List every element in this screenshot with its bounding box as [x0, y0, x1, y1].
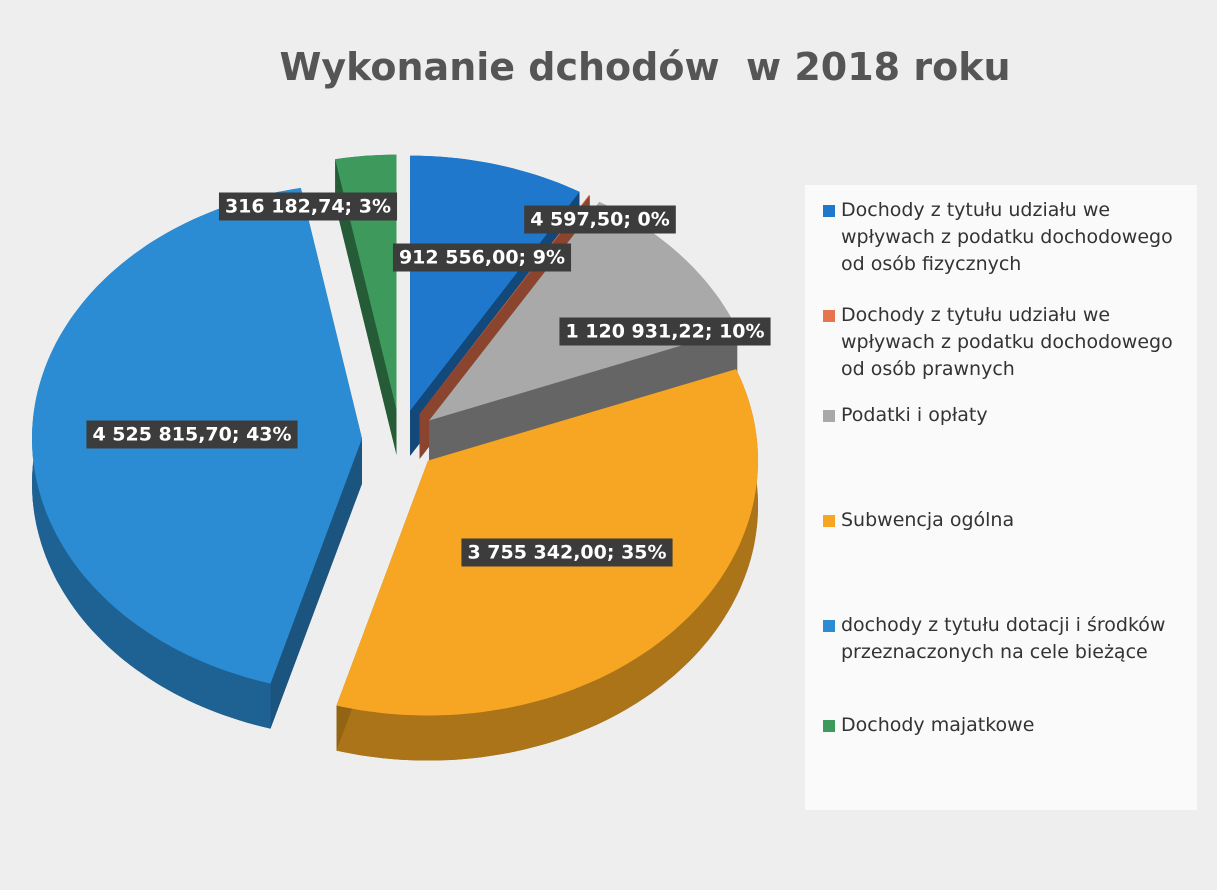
data-label-text: 912 556,00; 9% [399, 247, 565, 269]
legend-label: Podatki i opłaty [841, 404, 988, 426]
data-label-text: 316 182,74; 3% [225, 196, 391, 218]
data-label-box [218, 192, 398, 221]
data-label-text: 4 525 815,70; 43% [92, 424, 291, 446]
legend-label: Dochody z tytułu udziału we wpływach z p… [841, 304, 1173, 380]
data-label: 4 597,50; 0% [524, 205, 676, 234]
legend-swatch [823, 310, 835, 322]
data-label: 316 182,74; 3% [218, 192, 398, 221]
legend-swatch [823, 410, 835, 422]
legend-item: dochody z tytułu dotacji i środków przez… [819, 612, 1189, 666]
data-label: 912 556,00; 9% [392, 243, 572, 272]
data-label-box [461, 538, 673, 567]
slice-wall [429, 329, 738, 466]
legend-item: Dochody majatkowe [819, 712, 1189, 739]
data-label: 1 120 931,22; 10% [559, 317, 771, 346]
legend-item: Subwencja ogólna [819, 507, 1189, 534]
legend-item: Dochody z tytułu udziału we wpływach z p… [819, 302, 1189, 383]
data-label-box [392, 243, 572, 272]
data-label-text: 4 597,50; 0% [530, 209, 670, 231]
slice [429, 202, 738, 421]
legend-swatch [823, 620, 835, 632]
data-label-box [524, 205, 676, 234]
legend-swatch [823, 205, 835, 217]
slice-wall [335, 159, 397, 455]
data-label-box [86, 420, 298, 449]
data-label-text: 3 755 342,00; 35% [467, 542, 666, 564]
legend-label: Dochody z tytułu udziału we wpływach z p… [841, 199, 1173, 275]
slice-side [336, 369, 758, 761]
data-label-box [559, 317, 771, 346]
chart-title: Wykonanie dchodów w 2018 roku [279, 45, 1010, 89]
legend-swatch [823, 720, 835, 732]
legend-label: dochody z tytułu dotacji i środków przez… [841, 614, 1166, 663]
data-label: 4 525 815,70; 43% [86, 420, 298, 449]
legend: Dochody z tytułu udziału we wpływach z p… [805, 185, 1197, 810]
data-label-text: 1 120 931,22; 10% [565, 321, 764, 343]
slice-wall [270, 438, 362, 729]
data-label: 3 755 342,00; 35% [461, 538, 673, 567]
legend-label: Subwencja ogólna [841, 509, 1015, 531]
legend-swatch [823, 515, 835, 527]
legend-item: Dochody z tytułu udziału we wpływach z p… [819, 197, 1189, 278]
legend-label: Dochody majatkowe [841, 714, 1035, 736]
legend-item: Podatki i opłaty [819, 402, 1189, 429]
